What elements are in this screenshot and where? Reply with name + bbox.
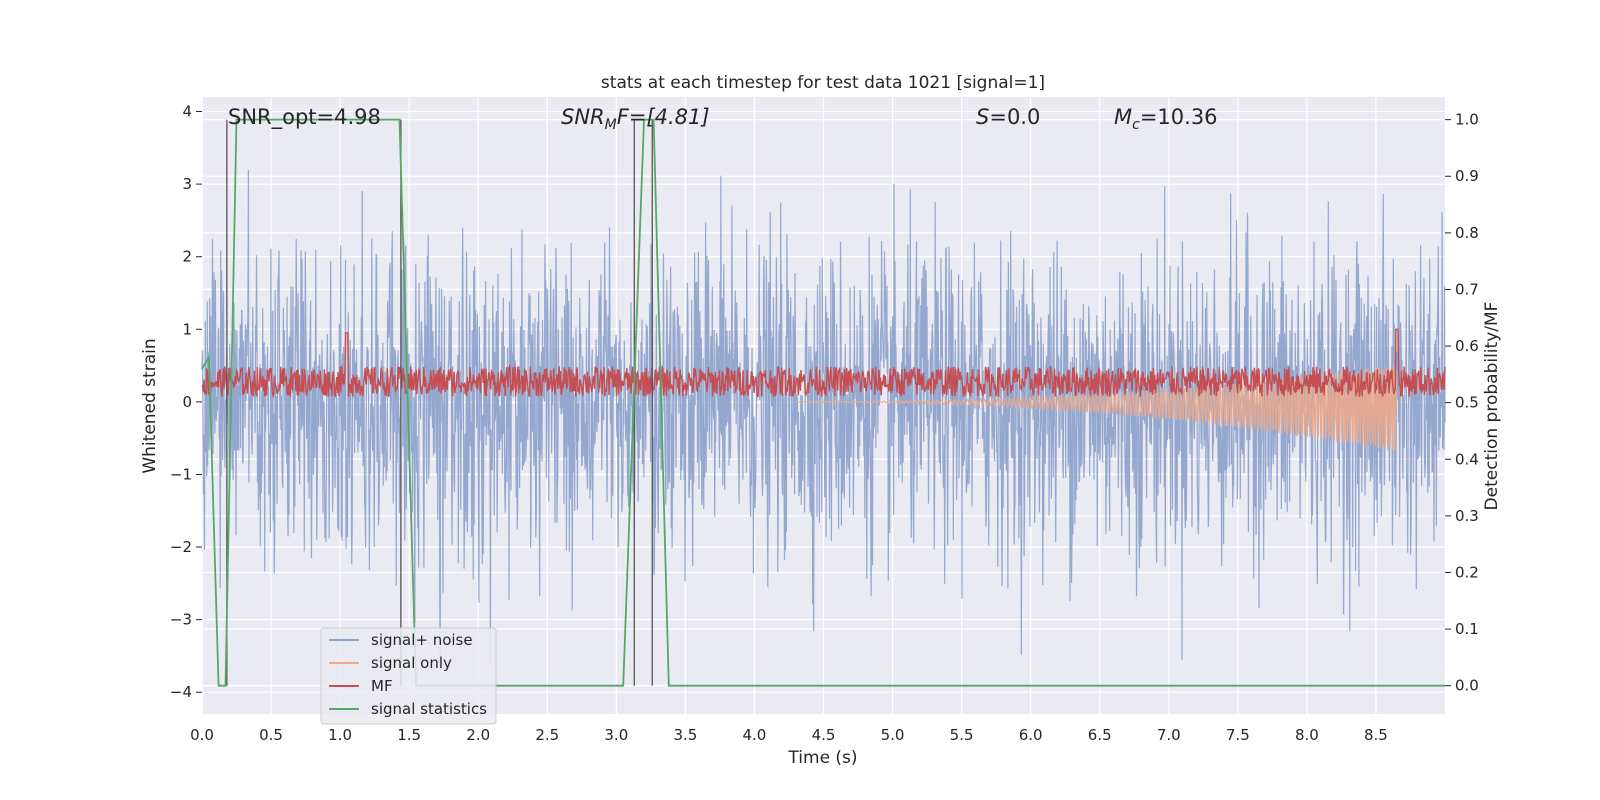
x-tick-label: 5.5 [950,726,974,744]
x-tick-label: 2.0 [466,726,490,744]
y-left-tick-label: 4 [182,103,192,121]
x-tick-label: 6.5 [1088,726,1112,744]
chart-title: stats at each timestep for test data 102… [601,73,1045,93]
x-tick-label: 1.5 [397,726,421,744]
x-tick-label: 3.0 [604,726,628,744]
y-left-tick-label: −3 [170,611,192,629]
annotation-snr-mf: SNRMF=[4.81] [561,105,710,133]
x-tick-label: 2.5 [535,726,559,744]
y-right-tick-label: 0.7 [1455,280,1479,298]
x-axis-ticks: 0.0 0.5 1.0 1.5 2.0 2.5 3.0 3.5 4.0 4.5 5.0 5.5 6.0 6… [190,726,1388,744]
y-left-tick-label: 0 [182,393,192,411]
x-tick-label: 8.0 [1295,726,1319,744]
x-tick-label: 6.0 [1019,726,1043,744]
y-right-axis-label: Detection probability/MF [1482,302,1502,511]
annotation-s: S=0.0 [976,105,1040,129]
y-left-tick-label: 2 [182,248,192,266]
x-tick-label: 1.0 [328,726,352,744]
y-right-tick-label: 0.5 [1455,394,1479,412]
x-axis-label: Time (s) [787,748,857,768]
x-tick-label: 0.0 [190,726,214,744]
y-left-tick-label: 3 [182,175,192,193]
x-tick-label: 4.0 [743,726,767,744]
x-tick-label: 5.0 [881,726,905,744]
annotation-mc: Mc=10.36 [1114,105,1218,133]
y-left-tick-label: 1 [182,320,192,338]
series-signal-only-line [795,365,1398,451]
x-tick-label: 4.5 [812,726,836,744]
annotation-snr-mf-sub: M [605,117,617,133]
annotation-snr-mf-prefix: SNR [561,105,605,129]
y-right-tick-label: 0.6 [1455,337,1479,355]
y-right-tick-label: 0.9 [1455,167,1479,185]
y-right-tick-label: 1.0 [1455,111,1479,129]
grid [201,97,1445,714]
y-right-tick-label: 0.4 [1455,450,1479,468]
y-right-axis-ticks: 1.0 0.9 0.8 0.7 0.6 0.5 0.4 0.3 0.2 0.1 0.0 [1445,111,1479,695]
x-tick-label: 8.5 [1364,726,1388,744]
y-left-axis-label: Whitened strain [140,338,160,473]
series-mf-line [201,328,1446,399]
legend-label-mf: MF [371,677,393,695]
y-left-axis-ticks: 4 3 2 1 0 −1 −2 −3 −4 [170,103,202,701]
y-left-tick-label: −4 [170,683,192,701]
y-left-tick-label: −2 [170,538,192,556]
legend-label-signal-only: signal only [371,654,452,672]
legend-label-signal-statistics: signal statistics [371,700,487,718]
y-left-tick-label: −1 [170,465,192,483]
x-tick-label: 0.5 [259,726,283,744]
x-tick-label: 3.5 [673,726,697,744]
annotation-mc-prefix: M [1114,105,1132,129]
y-right-tick-label: 0.1 [1455,620,1479,638]
plot-area [201,118,1446,687]
annotation-snr-mf-rest: F=[4.81] [617,105,710,129]
legend-label-signal-noise: signal+ noise [371,631,473,649]
legend-box [320,627,497,725]
annotation-snr-opt: SNR_opt=4.98 [228,105,381,130]
annotation-s-prefix: S [976,105,989,129]
y-right-tick-label: 0.8 [1455,224,1479,242]
legend: signal+ noise signal only MF signal stat… [320,627,497,725]
annotation-mc-rest: =10.36 [1140,105,1218,129]
y-right-tick-label: 0.3 [1455,507,1479,525]
x-tick-label: 7.5 [1226,726,1250,744]
y-right-tick-label: 0.0 [1455,677,1479,695]
series-signal-statistics-line [201,118,1445,687]
annotation-mc-sub: c [1132,117,1140,133]
annotation-s-rest: =0.0 [989,105,1040,129]
y-right-tick-label: 0.2 [1455,563,1479,581]
x-tick-label: 7.0 [1157,726,1181,744]
